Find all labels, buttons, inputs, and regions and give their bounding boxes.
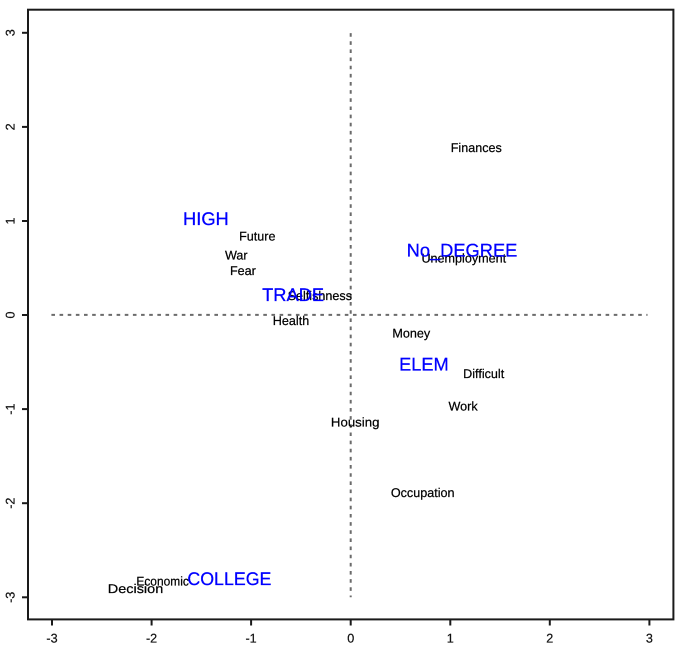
- svg-text:HIGH: HIGH: [183, 208, 229, 229]
- svg-text:Health: Health: [273, 314, 309, 328]
- svg-text:Finances: Finances: [451, 141, 502, 155]
- svg-text:2: 2: [4, 123, 18, 130]
- svg-text:Difficult: Difficult: [463, 367, 505, 381]
- svg-text:-1: -1: [245, 632, 256, 646]
- svg-text:-3: -3: [46, 632, 57, 646]
- svg-text:1: 1: [4, 217, 18, 224]
- svg-text:ELEM: ELEM: [399, 354, 449, 375]
- svg-text:TRADE: TRADE: [262, 284, 324, 305]
- svg-text:War: War: [225, 248, 248, 262]
- svg-text:Economic: Economic: [136, 575, 189, 589]
- svg-text:Housing: Housing: [331, 415, 380, 429]
- svg-text:Unemployment: Unemployment: [421, 252, 506, 266]
- svg-text:Future: Future: [239, 230, 275, 244]
- svg-text:-2: -2: [4, 498, 18, 509]
- svg-text:0: 0: [347, 632, 354, 646]
- svg-text:Fear: Fear: [230, 264, 256, 278]
- svg-text:3: 3: [4, 29, 18, 36]
- svg-text:3: 3: [646, 632, 653, 646]
- svg-text:No_DEGREE: No_DEGREE: [407, 239, 518, 260]
- svg-text:-1: -1: [4, 403, 18, 414]
- svg-text:-2: -2: [146, 632, 157, 646]
- svg-text:0: 0: [4, 311, 18, 318]
- svg-text:Work: Work: [449, 400, 479, 414]
- svg-text:-3: -3: [4, 592, 18, 603]
- svg-text:2: 2: [546, 632, 553, 646]
- svg-text:1: 1: [447, 632, 454, 646]
- svg-text:Selfishness: Selfishness: [288, 289, 352, 303]
- svg-text:Occupation: Occupation: [391, 486, 455, 500]
- svg-text:Decision: Decision: [108, 582, 164, 596]
- svg-text:Money: Money: [392, 327, 431, 341]
- svg-text:COLLEGE: COLLEGE: [187, 568, 271, 589]
